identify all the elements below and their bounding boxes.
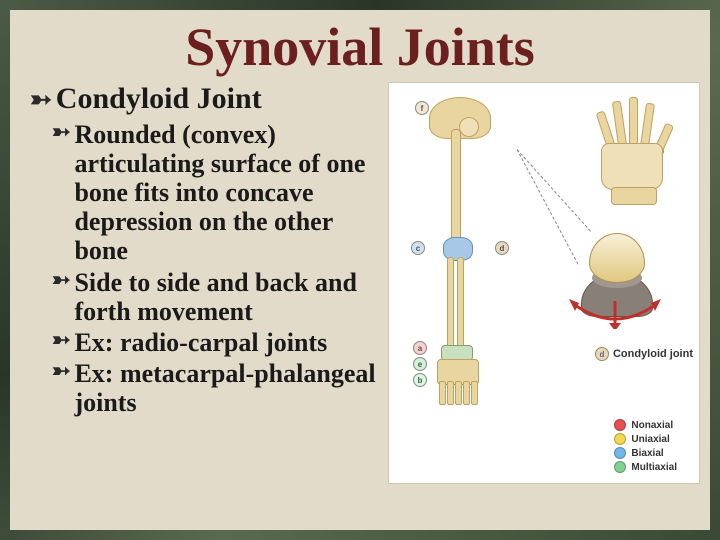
- legend-item: Multiaxial: [614, 461, 677, 473]
- bullet-icon: ➳: [52, 120, 70, 266]
- bullet-item: ➳ Ex: radio-carpal joints: [52, 328, 380, 357]
- anatomy-diagram: f c d a e b: [388, 82, 700, 484]
- ulna-bone: [457, 257, 464, 349]
- legend-label: Multiaxial: [631, 462, 677, 473]
- legend-label: Nonaxial: [631, 420, 673, 431]
- condyloid-joint-schematic: [559, 233, 669, 343]
- humeral-head: [459, 117, 479, 137]
- radius-bone: [447, 257, 454, 349]
- label-marker-a: a: [413, 341, 427, 355]
- text-column: ➳ Condyloid Joint ➳ Rounded (convex) art…: [30, 82, 388, 502]
- phalanx: [463, 381, 470, 405]
- phalanx: [471, 381, 478, 405]
- bullet-icon: ➳: [30, 85, 52, 115]
- bullet-text: Ex: radio-carpal joints: [74, 328, 380, 357]
- bullet-item: ➳ Rounded (convex) articulating surface …: [52, 120, 380, 266]
- caption-marker: d: [595, 347, 609, 361]
- label-marker-d: d: [495, 241, 509, 255]
- subheading: ➳ Condyloid Joint: [30, 82, 380, 116]
- bullet-text: Ex: metacarpal-phalangeal joints: [74, 359, 380, 417]
- legend-label: Biaxial: [631, 448, 663, 459]
- label-marker-e: e: [413, 357, 427, 371]
- legend-item: Uniaxial: [614, 433, 677, 445]
- phalanx: [439, 381, 446, 405]
- caption-text: Condyloid joint: [613, 348, 693, 360]
- bullet-text: Side to side and back and forth movement: [74, 268, 380, 326]
- subheading-text: Condyloid Joint: [56, 82, 262, 116]
- metacarpals: [601, 143, 663, 190]
- legend: Nonaxial Uniaxial Biaxial Multiaxial: [614, 417, 677, 475]
- phalanx: [596, 110, 616, 147]
- bullet-icon: ➳: [52, 359, 70, 417]
- convex-surface: [589, 233, 645, 283]
- phalanx: [629, 97, 638, 147]
- legend-dot-icon: [614, 433, 626, 445]
- legend-dot-icon: [614, 447, 626, 459]
- label-marker-c: c: [411, 241, 425, 255]
- phalanx: [447, 381, 454, 405]
- label-marker-b: b: [413, 373, 427, 387]
- phalanx: [640, 103, 655, 148]
- legend-item: Biaxial: [614, 447, 677, 459]
- legend-item: Nonaxial: [614, 419, 677, 431]
- motion-arrow-icon: [563, 295, 667, 329]
- bullet-item: ➳ Side to side and back and forth moveme…: [52, 268, 380, 326]
- label-marker-f: f: [415, 101, 429, 115]
- carpals: [611, 187, 657, 205]
- joint-caption: d Condyloid joint: [595, 347, 693, 361]
- slide-title: Synovial Joints: [10, 16, 710, 78]
- bullet-item: ➳ Ex: metacarpal-phalangeal joints: [52, 359, 380, 417]
- content-area: ➳ Condyloid Joint ➳ Rounded (convex) art…: [10, 82, 710, 502]
- bullet-icon: ➳: [52, 328, 70, 357]
- legend-dot-icon: [614, 461, 626, 473]
- hand-skeleton: [581, 93, 691, 213]
- bullet-icon: ➳: [52, 268, 70, 326]
- arm-skeleton: f c d a e b: [399, 89, 549, 389]
- legend-dot-icon: [614, 419, 626, 431]
- bullet-text: Rounded (convex) articulating surface of…: [74, 120, 380, 266]
- legend-label: Uniaxial: [631, 434, 669, 445]
- phalanx: [455, 381, 462, 405]
- humerus-bone: [451, 129, 461, 241]
- bullet-list: ➳ Rounded (convex) articulating surface …: [30, 120, 380, 417]
